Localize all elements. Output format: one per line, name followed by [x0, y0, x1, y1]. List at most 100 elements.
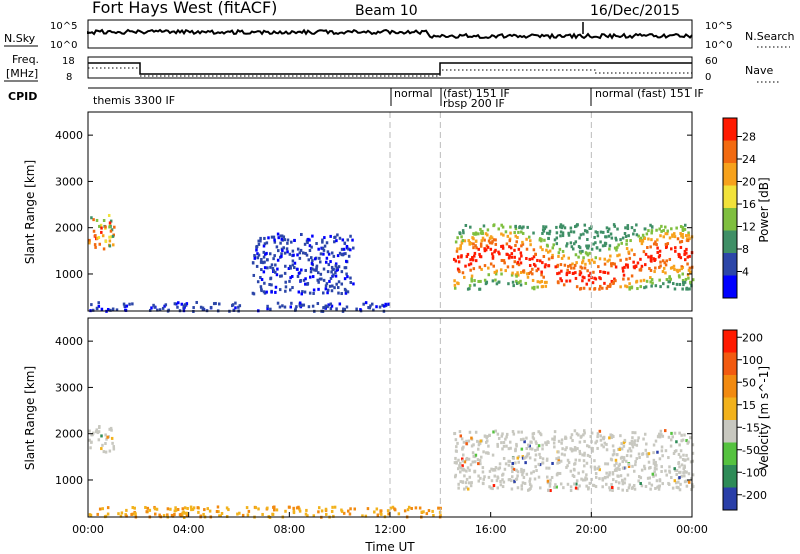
scatter-cell [561, 447, 564, 451]
scatter-cell [652, 474, 655, 478]
scatter-cell [588, 261, 592, 265]
scatter-cell [666, 242, 670, 246]
scatter-cell [633, 442, 636, 446]
scatter-cell [238, 511, 241, 515]
scatter-cell [576, 223, 579, 227]
colorbar-swatch [723, 185, 737, 209]
scatter-cell [324, 507, 328, 511]
scatter-cell [302, 303, 306, 307]
scatter-cell [582, 459, 586, 463]
scatter-cell [461, 271, 465, 275]
scatter-cell [182, 510, 185, 514]
scatter-cell [571, 247, 575, 251]
scatter-cell [516, 273, 520, 277]
scatter-cell [300, 268, 303, 272]
scatter-cell [585, 484, 588, 488]
scatter-cell [578, 452, 582, 456]
scatter-cell [534, 252, 537, 256]
scatter-cell [259, 275, 262, 279]
scatter-cell [602, 445, 605, 449]
scatter-cell [100, 226, 103, 230]
scatter-cell [521, 481, 525, 485]
scatter-cell [298, 507, 301, 511]
scatter-cell [330, 265, 334, 269]
scatter-cell [649, 258, 653, 262]
scatter-cell [615, 461, 618, 465]
scatter-cell [599, 438, 603, 442]
scatter-cell [531, 272, 534, 276]
scatter-cell [492, 224, 495, 228]
scatter-cell [471, 258, 475, 262]
scatter-cell [680, 474, 683, 478]
scatter-cell [491, 487, 494, 491]
scatter-cell [477, 279, 480, 283]
scatter-cell [330, 509, 334, 513]
scatter-cell [317, 506, 321, 510]
scatter-cell [98, 224, 101, 228]
scatter-cell [526, 225, 529, 229]
scatter-cell [608, 284, 612, 288]
scatter-cell [454, 449, 458, 453]
scatter-cell [631, 464, 634, 468]
scatter-cell [117, 512, 120, 516]
scatter-cell [573, 462, 577, 466]
scatter-cell [478, 265, 482, 269]
scatter-cell [515, 281, 519, 285]
scatter-cell [102, 219, 106, 223]
scatter-cell [315, 266, 318, 270]
scatter-cell [94, 245, 97, 249]
scatter-cell [315, 242, 318, 246]
scatter-cell [562, 486, 565, 490]
scatter-cell [94, 430, 98, 434]
scatter-cell [594, 230, 598, 234]
scatter-cell [274, 270, 277, 274]
scatter-cell [596, 435, 599, 439]
scatter-cell [607, 234, 611, 238]
scatter-cell [497, 280, 501, 284]
scatter-cell [580, 477, 583, 481]
scatter-cell [295, 506, 299, 510]
scatter-cell [601, 485, 604, 489]
scatter-cell [104, 433, 107, 437]
scatter-cell [479, 227, 482, 231]
scatter-cell [551, 461, 554, 465]
scatter-cell [469, 258, 472, 262]
scatter-cell [486, 233, 489, 237]
scatter-cell [665, 245, 668, 249]
scatter-cell [668, 257, 672, 261]
scatter-cell [558, 461, 561, 465]
scatter-cell [675, 226, 678, 230]
scatter-cell [605, 442, 608, 446]
scatter-cell [633, 228, 636, 232]
scatter-cell [273, 240, 277, 244]
colorbar-swatch [723, 118, 737, 141]
scatter-cell [628, 287, 631, 291]
scatter-cell [609, 433, 612, 437]
scatter-cell [611, 488, 614, 492]
scatter-cell [284, 289, 287, 293]
scatter-cell [583, 431, 586, 435]
scatter-cell [89, 440, 93, 444]
scatter-cell [686, 255, 690, 259]
scatter-cell [327, 263, 331, 267]
scatter-cell [422, 510, 425, 514]
scatter-cell [387, 302, 390, 306]
scatter-cell [532, 437, 536, 441]
scatter-cell [494, 272, 498, 276]
scatter-cell [586, 453, 590, 457]
scatter-cell [601, 230, 605, 234]
scatter-cell [329, 302, 333, 306]
scatter-cell [679, 245, 683, 249]
scatter-cell [104, 240, 108, 244]
scatter-cell [530, 484, 533, 488]
scatter-cell [525, 436, 528, 440]
scatter-cell [686, 239, 690, 243]
scatter-cell [559, 459, 563, 463]
scatter-cell [558, 471, 562, 475]
scatter-cell [617, 243, 620, 247]
scatter-cell [364, 301, 368, 305]
scatter-cell [299, 279, 302, 283]
scatter-cell [630, 285, 634, 289]
scatter-cell [191, 507, 195, 511]
scatter-cell [583, 266, 587, 270]
